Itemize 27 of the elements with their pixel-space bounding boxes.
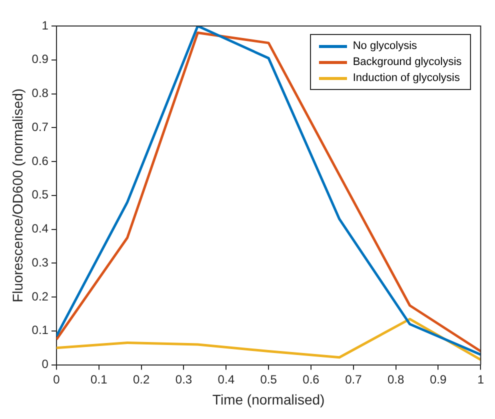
x-tick-label: 0.3 — [175, 372, 192, 386]
x-tick-label: 0.5 — [260, 372, 278, 386]
x-axis-title: Time (normalised) — [212, 391, 325, 408]
y-tick-label: 0.2 — [32, 289, 49, 304]
x-tick-label: 0.9 — [430, 372, 447, 386]
y-tick-label: 1 — [42, 18, 49, 32]
x-tick-label: 0.8 — [387, 372, 404, 386]
y-axis-title: Fluorescence/OD600 (normalised) — [9, 88, 26, 302]
x-tick-label: 0.1 — [90, 372, 108, 386]
y-tick-label: 0.7 — [32, 120, 49, 134]
x-tick-label: 1 — [477, 372, 484, 386]
y-tick-label: 0.1 — [32, 323, 49, 338]
x-tick-label: 0.6 — [302, 372, 320, 386]
legend-label: No glycolysis — [352, 39, 418, 54]
y-tick-label: 0.6 — [32, 154, 49, 168]
y-tick-label: 0.5 — [32, 188, 49, 202]
legend-label: Background glycolysis — [352, 55, 462, 70]
y-tick-label: 0 — [42, 357, 49, 372]
y-tick-label: 0.8 — [32, 86, 49, 100]
x-tick-label: 0.4 — [218, 372, 235, 386]
x-tick-label: 0 — [53, 372, 60, 386]
x-tick-label: 0.7 — [345, 372, 362, 386]
y-tick-label: 0.3 — [32, 255, 49, 270]
y-tick-label: 0.9 — [32, 52, 49, 66]
y-tick-label: 0.4 — [32, 222, 49, 236]
x-tick-label: 0.2 — [132, 372, 150, 386]
legend-label: Induction of glycolysis — [352, 71, 460, 86]
